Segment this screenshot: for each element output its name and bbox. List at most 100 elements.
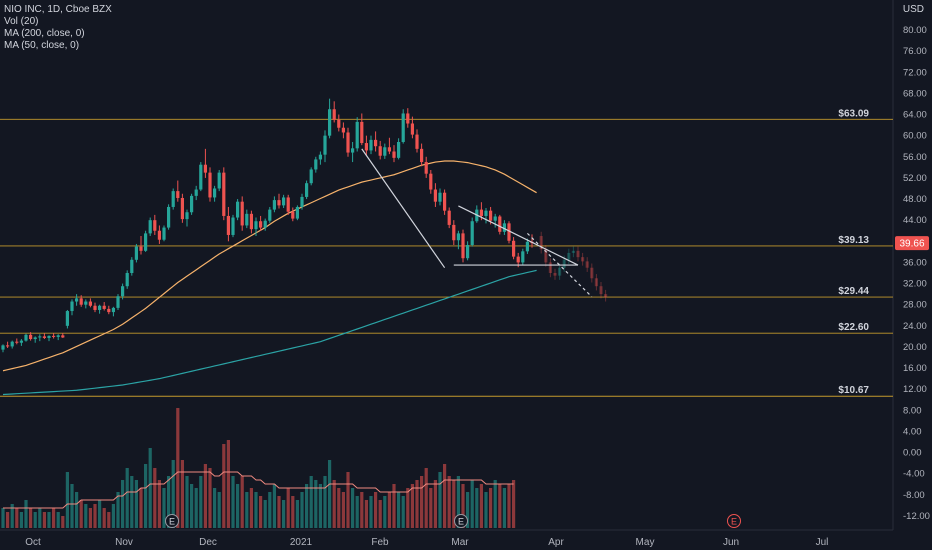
y-tick-label: 32.00 bbox=[903, 279, 927, 290]
x-tick-label: 2021 bbox=[290, 537, 313, 548]
candle-body bbox=[107, 308, 111, 313]
volume-bar bbox=[475, 488, 479, 528]
volume-bar bbox=[383, 496, 387, 528]
y-tick-label: 60.00 bbox=[903, 131, 927, 142]
volume-bar bbox=[433, 480, 437, 528]
y-tick-label: -12.00 bbox=[903, 511, 930, 522]
volume-bar bbox=[144, 464, 148, 528]
candle-body bbox=[406, 113, 410, 124]
volume-bar bbox=[70, 484, 74, 528]
candle-body bbox=[360, 121, 364, 144]
volume-bar bbox=[240, 476, 244, 528]
volume-bar bbox=[111, 504, 115, 528]
candle-body bbox=[162, 227, 166, 240]
candle-body bbox=[259, 221, 263, 228]
price-level-label: $10.67 bbox=[838, 385, 869, 396]
volume-bar bbox=[397, 492, 401, 528]
candle-body bbox=[332, 109, 336, 120]
volume-bar bbox=[231, 476, 235, 528]
volume-bar bbox=[355, 496, 359, 528]
candle-body bbox=[33, 337, 37, 340]
volume-bar bbox=[15, 508, 19, 528]
ma200-line bbox=[2, 269, 537, 396]
volume-bar bbox=[452, 480, 456, 528]
candle-body bbox=[88, 301, 92, 306]
candle-body bbox=[56, 335, 60, 337]
candle-body bbox=[364, 143, 368, 151]
candle-body bbox=[314, 159, 318, 170]
candle-body bbox=[337, 119, 341, 128]
earnings-marker-label: E bbox=[169, 517, 175, 527]
volume-bar bbox=[323, 476, 327, 528]
volume-bar bbox=[337, 488, 341, 528]
volume-bar bbox=[33, 512, 37, 528]
volume-bar bbox=[309, 476, 313, 528]
candle-body bbox=[410, 123, 414, 135]
candle-body bbox=[203, 164, 207, 173]
candle-body bbox=[378, 146, 382, 156]
volume-bar bbox=[222, 444, 226, 528]
volume-bar bbox=[341, 492, 345, 528]
volume-bar bbox=[401, 496, 405, 528]
candle-body bbox=[61, 335, 65, 338]
projected-candle-body bbox=[594, 278, 598, 287]
y-tick-label: -4.00 bbox=[903, 469, 925, 480]
candle-body bbox=[208, 172, 212, 198]
volume-bar bbox=[346, 472, 350, 528]
volume-bar bbox=[38, 508, 42, 528]
earnings-marker-label: E bbox=[731, 517, 737, 527]
downtrend-line bbox=[361, 148, 446, 269]
currency-label: USD bbox=[902, 4, 924, 15]
candle-body bbox=[272, 200, 276, 210]
candle-body bbox=[479, 209, 483, 216]
candle-body bbox=[277, 200, 281, 206]
y-tick-label: 72.00 bbox=[903, 67, 927, 78]
volume-indicator-label: Vol (20) bbox=[4, 16, 39, 27]
volume-bar bbox=[199, 476, 203, 528]
volume-bar bbox=[19, 512, 23, 528]
volume-bar bbox=[277, 496, 281, 528]
candle-body bbox=[443, 192, 447, 211]
volume-bar bbox=[65, 472, 69, 528]
candle-body bbox=[263, 220, 267, 228]
volume-ma-line bbox=[3, 471, 514, 509]
y-tick-label: 20.00 bbox=[903, 342, 927, 353]
projected-candle-body bbox=[553, 273, 557, 276]
x-tick-label: Apr bbox=[548, 537, 564, 548]
volume-bar bbox=[443, 464, 447, 528]
candle-body bbox=[309, 169, 313, 184]
volume-bar bbox=[332, 480, 336, 528]
price-level-label: $22.60 bbox=[838, 322, 869, 333]
projected-candle-body bbox=[571, 250, 575, 253]
y-tick-label: 80.00 bbox=[903, 25, 927, 36]
candle-body bbox=[29, 334, 33, 340]
volume-bar bbox=[116, 492, 120, 528]
candle-body bbox=[10, 341, 14, 347]
volume-bar bbox=[291, 496, 295, 528]
candle-body bbox=[125, 273, 129, 287]
last-price-tag bbox=[895, 236, 929, 251]
ma50-line bbox=[2, 160, 537, 372]
volume-bar bbox=[88, 508, 92, 528]
volume-bar bbox=[300, 492, 304, 528]
volume-bar bbox=[507, 484, 511, 528]
projected-candle-body bbox=[604, 294, 608, 298]
x-tick-label: Jul bbox=[816, 537, 829, 548]
volume-bar bbox=[148, 448, 152, 528]
candle-body bbox=[47, 335, 51, 338]
volume-bar bbox=[217, 492, 221, 528]
volume-bar bbox=[125, 468, 129, 528]
volume-bar bbox=[438, 472, 442, 528]
candle-body bbox=[148, 220, 152, 234]
volume-bar bbox=[10, 504, 14, 528]
y-tick-label: 64.00 bbox=[903, 110, 927, 121]
candle-body bbox=[19, 340, 23, 343]
x-tick-label: Jun bbox=[723, 537, 739, 548]
projected-candle-body bbox=[576, 250, 580, 258]
volume-bar bbox=[153, 468, 157, 528]
y-tick-label: 0.00 bbox=[903, 448, 922, 459]
volume-bar bbox=[190, 484, 194, 528]
volume-bar bbox=[263, 500, 267, 528]
candle-body bbox=[236, 201, 240, 218]
